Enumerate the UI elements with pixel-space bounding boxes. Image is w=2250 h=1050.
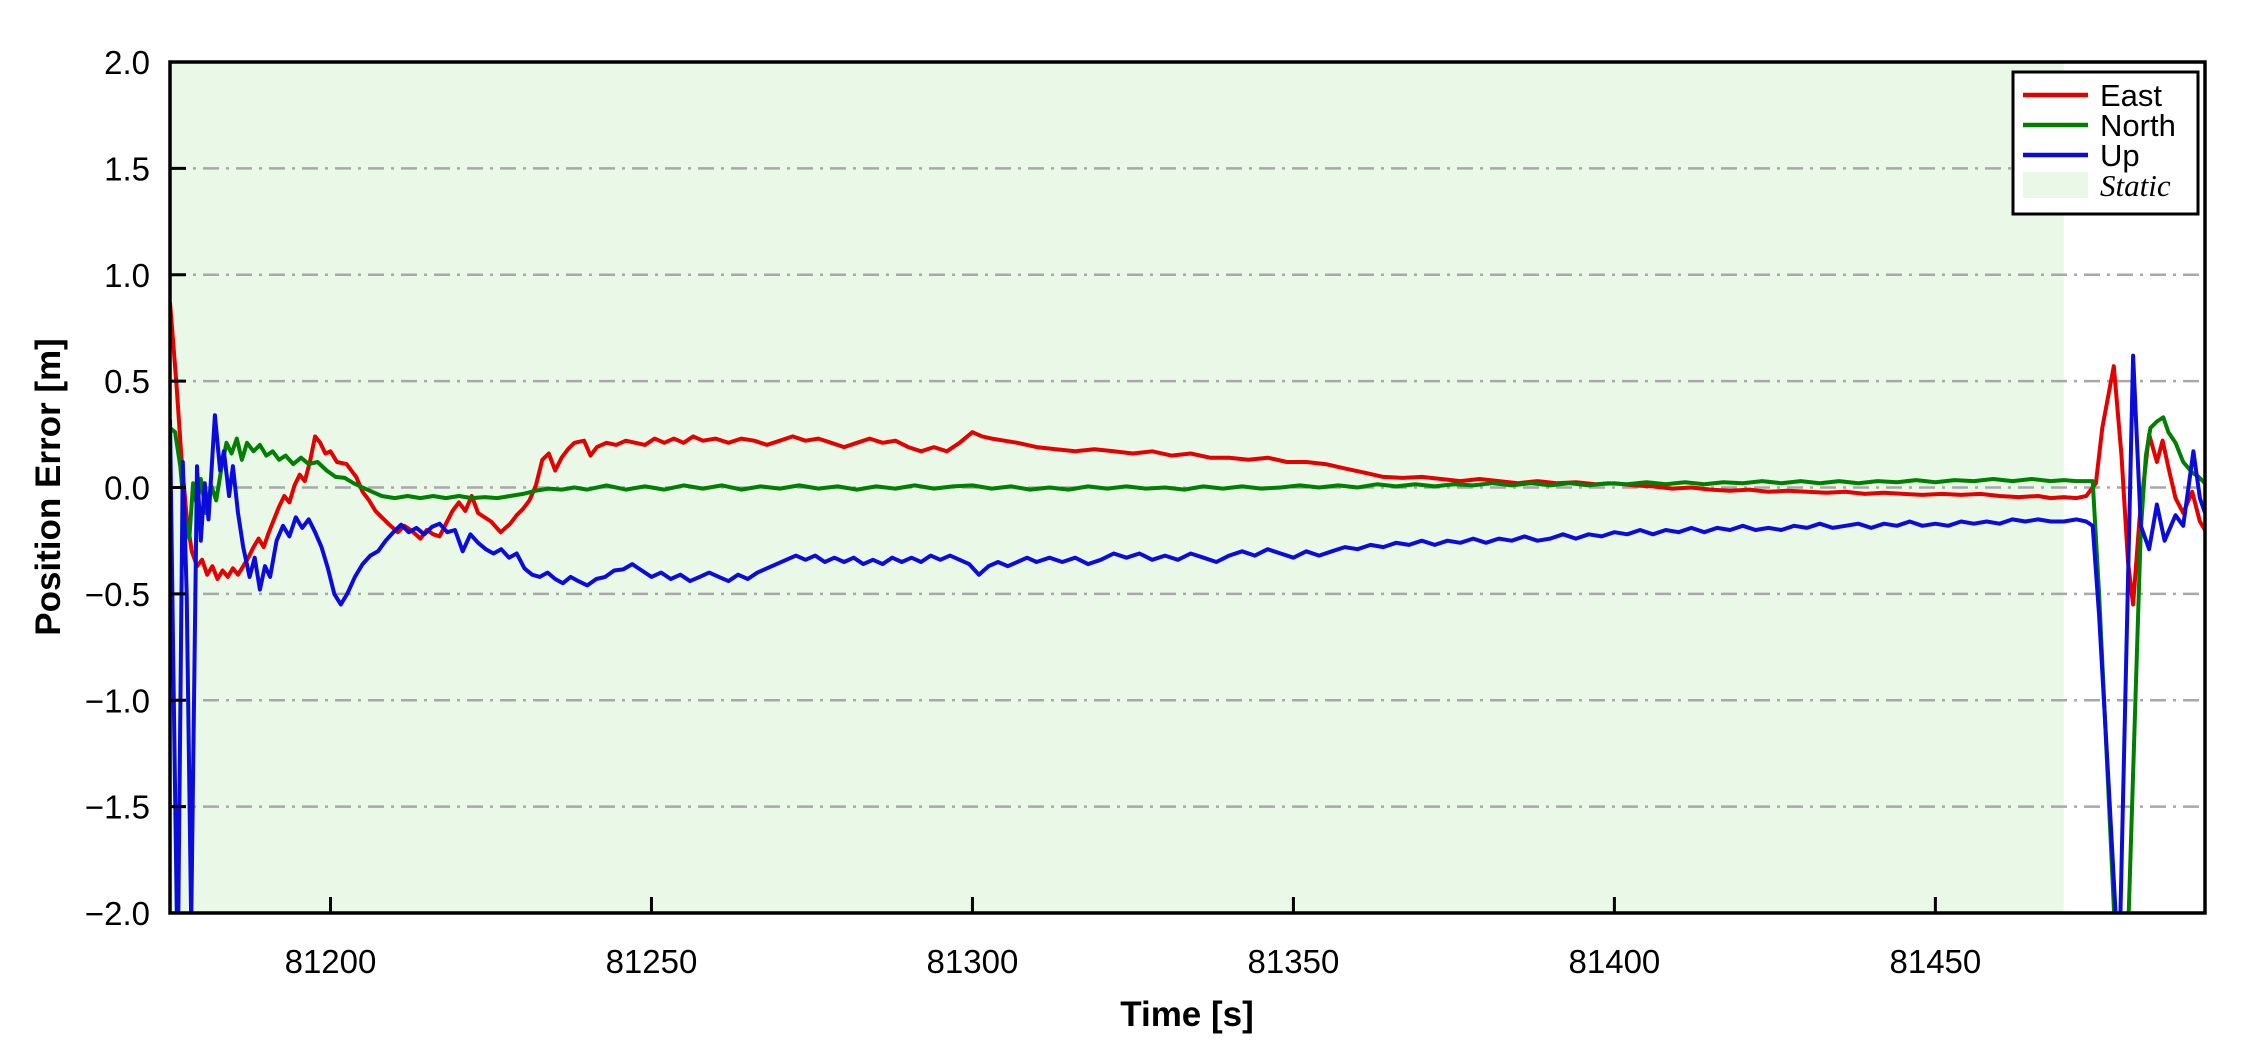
x-tick-label-81250: 81250 <box>606 943 698 980</box>
x-tick-label-81300: 81300 <box>927 943 1019 980</box>
legend-label-east: East <box>2100 78 2162 113</box>
legend-label-north: North <box>2100 108 2176 143</box>
x-tick-label-81200: 81200 <box>285 943 377 980</box>
y-tick-label-2: 2.0 <box>104 44 150 81</box>
gridlines <box>170 167 2205 808</box>
series-lines <box>170 302 2205 913</box>
y-tick-label-0.5: 0.5 <box>104 363 150 400</box>
static-region-swatch <box>2023 172 2088 198</box>
x-axis-ticks <box>328 897 1937 913</box>
east-line <box>170 302 2205 607</box>
north-line <box>170 415 2205 913</box>
y-axis-ticks <box>170 60 186 915</box>
legend-label-up: Up <box>2100 138 2140 173</box>
y-tick-label-0: 0.0 <box>104 470 150 507</box>
y-tick-label--1.5: −1.5 <box>85 789 150 826</box>
y-tick-label-1.5: 1.5 <box>104 150 150 187</box>
x-tick-labels: 81200 81250 81300 81350 81400 81450 <box>285 943 1982 980</box>
legend-item-north: North <box>2023 108 2176 143</box>
x-axis-title: Time [s] <box>1120 995 1254 1034</box>
legend-item-static: Static <box>2023 168 2171 203</box>
y-tick-label-1: 1.0 <box>104 257 150 294</box>
x-tick-label-81450: 81450 <box>1889 943 1981 980</box>
legend-item-up: Up <box>2023 138 2140 173</box>
x-tick-label-81400: 81400 <box>1569 943 1661 980</box>
y-tick-label--0.5: −0.5 <box>85 576 150 613</box>
y-axis-title: Position Error [m] <box>29 338 68 636</box>
y-tick-label--2: −2.0 <box>85 895 150 932</box>
legend-item-east: East <box>2023 78 2162 113</box>
y-tick-label--1: −1.0 <box>85 682 150 719</box>
up-line <box>170 353 2205 913</box>
y-tick-labels: 2.0 1.5 1.0 0.5 0.0 −0.5 −1.0 −1.5 −2.0 <box>85 44 150 932</box>
x-tick-label-81350: 81350 <box>1248 943 1340 980</box>
legend: East North Up Static <box>2011 70 2200 216</box>
legend-label-static: Static <box>2100 168 2171 203</box>
